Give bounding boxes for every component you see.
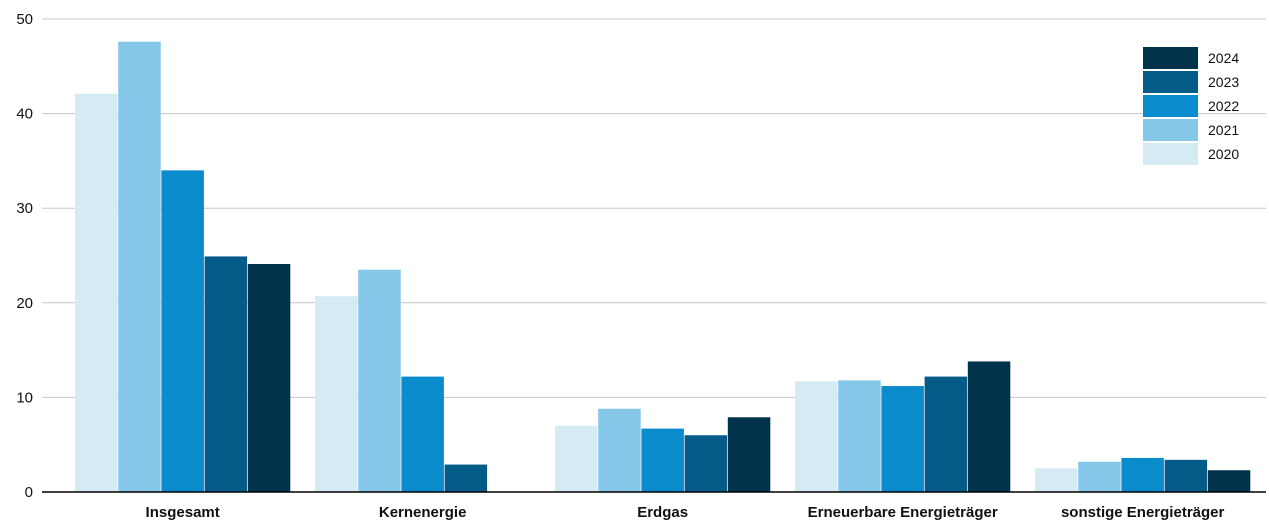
y-tick-label: 30 bbox=[16, 200, 33, 217]
bar-2020-2 bbox=[555, 425, 598, 492]
bar-2023-0 bbox=[204, 256, 248, 492]
legend-label-2023: 2023 bbox=[1208, 74, 1239, 90]
x-category-label: Erdgas bbox=[637, 504, 688, 521]
bar-2024-2 bbox=[727, 417, 771, 492]
y-tick-label: 50 bbox=[16, 11, 33, 28]
legend-swatch-2023 bbox=[1143, 71, 1198, 93]
bar-2021-1 bbox=[358, 269, 401, 492]
bar-2021-4 bbox=[1078, 461, 1121, 492]
y-tick-label: 20 bbox=[16, 295, 33, 312]
bar-2022-2 bbox=[641, 428, 684, 492]
legend: 2024 2023 2022 2021 2020 bbox=[1143, 47, 1239, 165]
bar-2022-4 bbox=[1121, 457, 1164, 492]
bar-2021-2 bbox=[598, 408, 641, 492]
legend-label-2020: 2020 bbox=[1208, 146, 1239, 162]
legend-swatch-2020 bbox=[1143, 143, 1198, 165]
bar-2024-0 bbox=[247, 264, 291, 492]
y-tick-label: 10 bbox=[16, 389, 33, 406]
legend-label-2022: 2022 bbox=[1208, 98, 1239, 114]
legend-swatch-2024 bbox=[1143, 47, 1198, 69]
bar-2020-0 bbox=[75, 93, 118, 492]
bar-2021-3 bbox=[838, 380, 881, 492]
bar-2020-4 bbox=[1035, 468, 1078, 492]
bar-2020-1 bbox=[315, 296, 358, 492]
bar-2022-0 bbox=[161, 170, 204, 493]
bar-2024-3 bbox=[967, 361, 1011, 492]
x-category-label: Erneuerbare Energieträger bbox=[808, 504, 998, 521]
x-category-label: Insgesamt bbox=[146, 504, 220, 521]
legend-swatch-2021 bbox=[1143, 119, 1198, 141]
x-category-label: Kernenergie bbox=[379, 504, 467, 521]
bar-2023-4 bbox=[1164, 459, 1208, 492]
bar-2023-3 bbox=[924, 376, 968, 492]
y-tick-label: 0 bbox=[25, 484, 33, 501]
legend-label-2024: 2024 bbox=[1208, 50, 1239, 66]
legend-label-2021: 2021 bbox=[1208, 122, 1239, 138]
bar-2021-0 bbox=[118, 41, 161, 492]
bar-2023-2 bbox=[684, 435, 728, 492]
x-axis-categories: Insgesamt Kernenergie Erdgas Erneuerbare En… bbox=[146, 504, 1225, 521]
bar-2024-4 bbox=[1207, 470, 1251, 492]
bar-2022-3 bbox=[881, 386, 924, 492]
x-category-label: sonstige Energieträger bbox=[1061, 504, 1225, 521]
bar-2023-1 bbox=[444, 464, 488, 492]
y-axis-ticks: 0 10 20 30 40 50 bbox=[16, 11, 33, 501]
y-tick-label: 40 bbox=[16, 106, 33, 123]
bar-2020-3 bbox=[795, 381, 838, 492]
bar-2022-1 bbox=[401, 376, 444, 492]
bars bbox=[75, 41, 1251, 493]
legend-swatch-2022 bbox=[1143, 95, 1198, 117]
